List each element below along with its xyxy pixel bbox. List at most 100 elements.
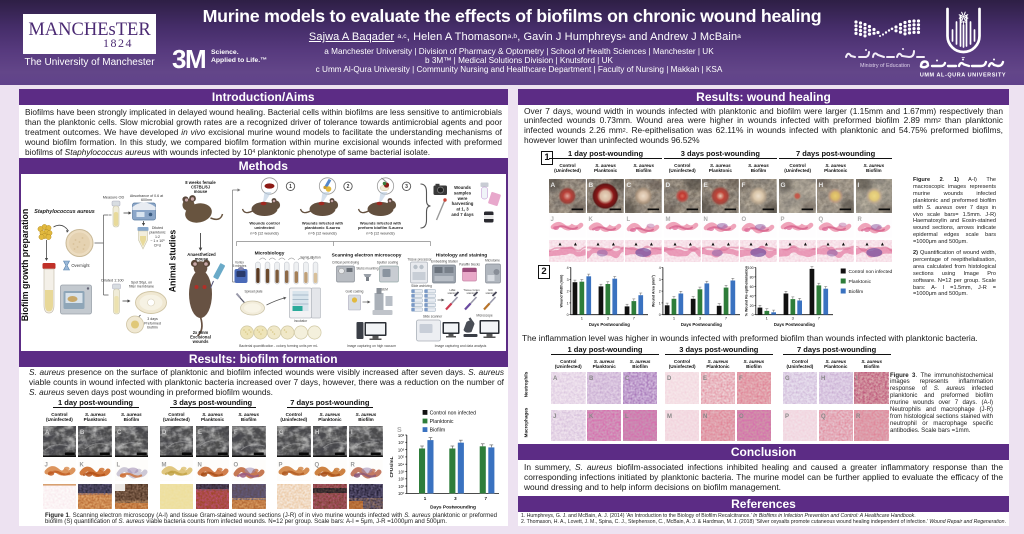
svg-text:n=6 (12 wounds): n=6 (12 wounds)	[308, 232, 337, 236]
svg-text:preform biofilm S.aureu: preform biofilm S.aureu	[357, 225, 403, 230]
svg-text:Wounds: Wounds	[454, 185, 471, 190]
svg-text:Vortex: Vortex	[234, 261, 243, 265]
svg-text:1: 1	[659, 301, 661, 305]
svg-text:7: 7	[633, 316, 636, 321]
svg-text:Biofilm growth preparation: Biofilm growth preparation	[21, 209, 30, 321]
svg-text:R: R	[351, 463, 356, 469]
svg-text:3: 3	[454, 496, 457, 501]
svg-text:Ministry of Education: Ministry of Education	[860, 63, 910, 69]
svg-text:L: L	[116, 463, 120, 469]
svg-text:K: K	[589, 217, 594, 223]
svg-text:IHC: IHC	[488, 288, 493, 292]
svg-text:and 7 days: and 7 days	[451, 212, 474, 217]
svg-text:I: I	[857, 182, 859, 189]
svg-text:Days Postwounding: Days Postwounding	[681, 322, 722, 327]
svg-text:O: O	[742, 217, 747, 223]
svg-text:1: 1	[581, 316, 584, 321]
svg-text:10⁷: 10⁷	[398, 440, 405, 445]
svg-text:M: M	[665, 217, 670, 223]
svg-text:H: H	[820, 375, 824, 381]
svg-text:L: L	[625, 413, 629, 419]
svg-text:E: E	[703, 375, 707, 381]
svg-text:F: F	[739, 375, 743, 381]
svg-text:J: J	[44, 463, 47, 469]
svg-text:Serial dilution: Serial dilution	[300, 256, 320, 260]
svg-text:O: O	[233, 463, 238, 469]
svg-text:CFUs/mL: CFUs/mL	[389, 456, 395, 477]
svg-text:20: 20	[750, 304, 754, 308]
svg-text:C: C	[116, 430, 121, 436]
svg-text:2: 2	[346, 184, 349, 190]
svg-text:Microscope: Microscope	[476, 314, 493, 318]
svg-text:H: H	[819, 182, 824, 189]
svg-text:Stubs mounting: Stubs mounting	[356, 267, 378, 271]
svg-text:B: B	[80, 430, 85, 436]
svg-text:10⁶: 10⁶	[398, 447, 405, 452]
svg-text:H: H	[315, 430, 319, 436]
svg-text:CFU: CFU	[153, 244, 161, 248]
svg-text:10¹: 10¹	[398, 484, 405, 489]
svg-text:Wounds control: Wounds control	[249, 221, 279, 226]
svg-text:10⁰: 10⁰	[398, 491, 405, 496]
svg-text:Excisional: Excisional	[190, 335, 211, 340]
svg-text:80: 80	[750, 275, 754, 279]
svg-text:J: J	[553, 413, 556, 419]
svg-text:N: N	[197, 463, 201, 469]
svg-text:UMM AL-QURA UNIVERSITY: UMM AL-QURA UNIVERSITY	[920, 73, 1006, 79]
svg-text:E: E	[198, 430, 202, 436]
svg-text:0: 0	[752, 313, 754, 317]
svg-text:Q: Q	[314, 463, 319, 469]
svg-text:Histology and staining: Histology and staining	[435, 253, 487, 259]
svg-text:I: I	[351, 430, 353, 436]
svg-text:Control non infected: Control non infected	[430, 410, 477, 416]
svg-text:7: 7	[485, 496, 488, 501]
svg-text:harvesting: harvesting	[451, 201, 473, 206]
svg-text:mouse: mouse	[193, 189, 207, 194]
svg-text:3: 3	[607, 316, 610, 321]
svg-text:10³: 10³	[398, 469, 405, 474]
svg-text:Diluted: Diluted	[151, 226, 162, 230]
svg-text:Spot 50μL on: Spot 50μL on	[130, 281, 151, 285]
svg-text:4: 4	[567, 266, 569, 270]
svg-text:10⁴: 10⁴	[398, 462, 405, 467]
svg-text:Embedding Station: Embedding Station	[431, 260, 458, 264]
svg-text:4: 4	[659, 266, 661, 270]
svg-text:Biofilm: Biofilm	[849, 289, 864, 295]
svg-text:P: P	[781, 217, 785, 223]
svg-text:S: S	[397, 427, 402, 434]
svg-text:Incubator: Incubator	[293, 319, 307, 323]
svg-text:Image capturing on high vacuum: Image capturing on high vacuum	[346, 344, 395, 348]
svg-text:Days Postwounding: Days Postwounding	[430, 504, 476, 510]
svg-text:Planktonic: Planktonic	[849, 279, 872, 285]
svg-text:3: 3	[699, 316, 702, 321]
svg-text:7: 7	[818, 316, 821, 321]
svg-text:D: D	[665, 182, 670, 189]
svg-text:Q: Q	[820, 413, 825, 419]
svg-text:Days Postwounding: Days Postwounding	[774, 322, 815, 327]
svg-text:A: A	[551, 182, 556, 189]
svg-text:Tissue processor: Tissue processor	[407, 258, 432, 262]
svg-text:2: 2	[659, 290, 661, 294]
svg-text:3: 3	[405, 184, 408, 190]
svg-text:R: R	[857, 217, 862, 223]
svg-text:Overnight: Overnight	[71, 263, 90, 268]
svg-text:3: 3	[567, 278, 569, 282]
svg-text:1: 1	[673, 316, 676, 321]
svg-text:F: F	[234, 430, 238, 436]
svg-text:Slide scanner: Slide scanner	[422, 315, 442, 319]
svg-text:Sputter coating: Sputter coating	[376, 261, 398, 265]
svg-text:Paraffin blocks: Paraffin blocks	[459, 263, 480, 267]
svg-text:D: D	[667, 375, 672, 381]
svg-text:G: G	[785, 375, 790, 381]
svg-text:staining: staining	[466, 291, 476, 295]
svg-text:Microtome: Microtome	[485, 259, 500, 263]
svg-text:staining: staining	[485, 291, 495, 295]
svg-text:mouse: mouse	[194, 257, 208, 262]
svg-text:planktonic: planktonic	[149, 230, 165, 234]
svg-text:0: 0	[659, 313, 661, 317]
svg-text:Bacterial quantification - col: Bacterial quantification - colony formin…	[239, 344, 318, 348]
svg-text:J: J	[551, 217, 554, 223]
svg-text:Critical point drying: Critical point drying	[331, 261, 358, 265]
svg-text:10²: 10²	[398, 477, 405, 482]
svg-text:M: M	[161, 463, 166, 469]
